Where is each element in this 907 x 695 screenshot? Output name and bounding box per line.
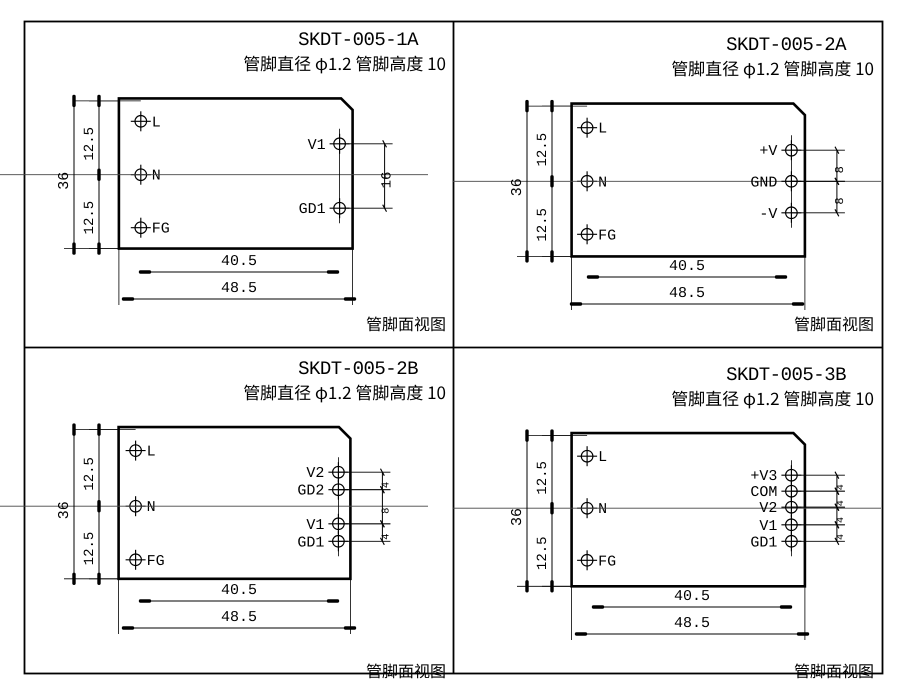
svg-text:FG: FG xyxy=(152,221,170,238)
svg-text:管脚面视图: 管脚面视图 xyxy=(794,658,874,682)
svg-text:V2: V2 xyxy=(759,500,777,517)
svg-text:管脚直径 φ1.2 管脚高度 10: 管脚直径 φ1.2 管脚高度 10 xyxy=(671,55,874,80)
svg-text:COM: COM xyxy=(750,484,777,501)
svg-text:N: N xyxy=(147,499,156,516)
svg-text:48.5: 48.5 xyxy=(221,609,257,626)
svg-text:48.5: 48.5 xyxy=(221,280,257,297)
svg-text:V2: V2 xyxy=(306,465,324,482)
svg-text:12.5: 12.5 xyxy=(535,208,551,242)
svg-text:管脚直径 φ1.2 管脚高度 10: 管脚直径 φ1.2 管脚高度 10 xyxy=(243,50,446,75)
svg-text:4: 4 xyxy=(380,482,392,488)
svg-text:+V3: +V3 xyxy=(750,468,777,485)
svg-text:36: 36 xyxy=(509,178,526,196)
svg-text:12.5: 12.5 xyxy=(82,532,98,566)
svg-text:-V: -V xyxy=(759,206,777,223)
svg-text:12.5: 12.5 xyxy=(82,457,98,491)
svg-text:N: N xyxy=(598,501,607,518)
svg-text:4: 4 xyxy=(836,534,847,540)
svg-text:SKDT-005-3B: SKDT-005-3B xyxy=(726,364,846,386)
svg-text:16: 16 xyxy=(380,172,396,189)
svg-text:8: 8 xyxy=(380,508,392,514)
svg-text:8: 8 xyxy=(833,197,847,204)
svg-text:+V: +V xyxy=(759,143,777,160)
svg-text:FG: FG xyxy=(598,553,616,570)
svg-text:GND: GND xyxy=(750,174,777,191)
svg-text:FG: FG xyxy=(598,227,616,244)
svg-text:36: 36 xyxy=(56,501,73,519)
svg-text:L: L xyxy=(598,121,607,138)
svg-text:管脚面视图: 管脚面视图 xyxy=(366,658,446,682)
svg-text:N: N xyxy=(598,174,607,191)
svg-text:FG: FG xyxy=(147,553,165,570)
svg-text:管脚面视图: 管脚面视图 xyxy=(366,311,446,335)
svg-text:48.5: 48.5 xyxy=(669,285,705,302)
svg-text:管脚面视图: 管脚面视图 xyxy=(794,311,874,335)
svg-text:V1: V1 xyxy=(308,137,326,154)
svg-text:40.5: 40.5 xyxy=(221,253,257,270)
svg-text:V1: V1 xyxy=(306,517,324,534)
svg-text:36: 36 xyxy=(56,172,73,190)
svg-text:12.5: 12.5 xyxy=(535,133,551,167)
svg-text:12.5: 12.5 xyxy=(535,461,551,495)
svg-text:L: L xyxy=(598,449,607,466)
svg-text:36: 36 xyxy=(509,508,526,526)
svg-text:12.5: 12.5 xyxy=(82,127,98,161)
svg-text:48.5: 48.5 xyxy=(674,615,710,632)
svg-text:GD1: GD1 xyxy=(299,201,326,218)
svg-text:L: L xyxy=(147,444,156,461)
svg-text:N: N xyxy=(152,168,161,185)
svg-text:4: 4 xyxy=(380,533,392,539)
svg-text:SKDT-005-2A: SKDT-005-2A xyxy=(726,34,847,56)
svg-text:SKDT-005-1A: SKDT-005-1A xyxy=(298,29,419,51)
svg-text:SKDT-005-2B: SKDT-005-2B xyxy=(298,358,418,380)
svg-text:4: 4 xyxy=(836,500,847,506)
svg-text:40.5: 40.5 xyxy=(669,258,705,275)
svg-text:GD1: GD1 xyxy=(750,534,777,551)
svg-text:管脚直径 φ1.2 管脚高度 10: 管脚直径 φ1.2 管脚高度 10 xyxy=(671,385,874,410)
svg-text:GD1: GD1 xyxy=(297,534,324,551)
svg-text:40.5: 40.5 xyxy=(221,582,257,599)
svg-text:GD2: GD2 xyxy=(297,483,324,500)
svg-text:12.5: 12.5 xyxy=(82,201,98,235)
svg-text:管脚直径 φ1.2 管脚高度 10: 管脚直径 φ1.2 管脚高度 10 xyxy=(243,379,446,404)
svg-text:L: L xyxy=(152,114,161,131)
svg-text:V1: V1 xyxy=(759,518,777,535)
svg-text:8: 8 xyxy=(833,166,847,173)
svg-text:4: 4 xyxy=(836,517,847,523)
svg-text:12.5: 12.5 xyxy=(535,536,551,570)
svg-text:40.5: 40.5 xyxy=(674,588,710,605)
svg-text:4: 4 xyxy=(836,484,847,490)
